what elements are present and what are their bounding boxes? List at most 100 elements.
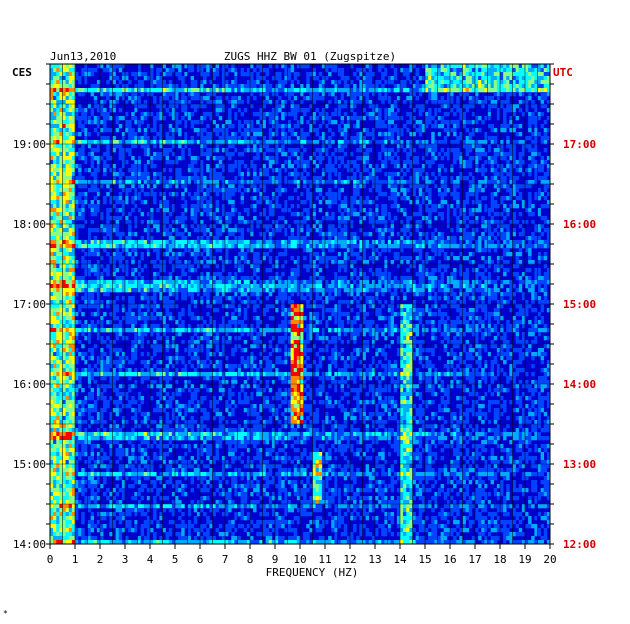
heatmap-cell xyxy=(53,196,57,201)
heatmap-cell xyxy=(343,196,348,201)
heatmap-cell xyxy=(121,268,126,273)
heatmap-cell xyxy=(518,152,523,157)
heatmap-cell xyxy=(237,136,241,141)
heatmap-cell xyxy=(246,144,251,149)
heatmap-cell xyxy=(218,248,223,253)
heatmap-cell xyxy=(356,192,360,197)
heatmap-cell xyxy=(112,64,116,69)
heatmap-cell xyxy=(337,144,341,149)
heatmap-cell xyxy=(184,140,188,145)
heatmap-cell xyxy=(343,268,348,273)
heatmap-cell xyxy=(231,140,235,145)
heatmap-cell xyxy=(121,200,126,205)
heatmap-cell xyxy=(265,240,270,245)
heatmap-cell xyxy=(56,108,60,113)
heatmap-cell xyxy=(462,120,466,125)
heatmap-cell xyxy=(281,164,285,169)
heatmap-cell xyxy=(237,188,241,193)
heatmap-cell xyxy=(465,148,470,153)
heatmap-cell xyxy=(518,248,523,253)
heatmap-cell xyxy=(193,172,198,177)
heatmap-cell xyxy=(159,88,163,93)
heatmap-cell xyxy=(393,124,398,129)
heatmap-cell xyxy=(546,76,551,81)
heatmap-cell xyxy=(500,180,504,185)
heatmap-cell xyxy=(71,240,76,245)
heatmap-cell xyxy=(256,132,260,137)
heatmap-cell xyxy=(240,184,245,189)
heatmap-cell xyxy=(153,136,157,141)
heatmap-cell xyxy=(453,124,457,129)
heatmap-cell xyxy=(540,156,545,161)
heatmap-cell xyxy=(109,128,113,133)
heatmap-cell xyxy=(390,160,395,165)
heatmap-cell xyxy=(446,112,451,117)
heatmap-cell xyxy=(375,184,379,189)
heatmap-cell xyxy=(56,100,60,105)
heatmap-cell xyxy=(278,276,282,281)
heatmap-cell xyxy=(475,276,479,281)
heatmap-cell xyxy=(350,248,354,253)
heatmap-cell xyxy=(434,120,438,125)
heatmap-cell xyxy=(53,268,57,273)
heatmap-cell xyxy=(268,248,273,253)
heatmap-cell xyxy=(318,72,323,77)
heatmap-cell xyxy=(275,200,279,205)
heatmap-cell xyxy=(121,156,126,161)
heatmap-cell xyxy=(106,268,110,273)
heatmap-cell xyxy=(334,120,338,125)
heatmap-cell xyxy=(225,240,229,245)
heatmap-cell xyxy=(331,80,335,85)
heatmap-cell xyxy=(440,148,445,153)
heatmap-cell xyxy=(378,124,382,129)
heatmap-cell xyxy=(500,236,504,241)
heatmap-cell xyxy=(184,216,188,221)
heatmap-cell xyxy=(528,80,532,85)
heatmap-cell xyxy=(128,236,132,241)
heatmap-cell xyxy=(93,248,98,253)
heatmap-cell xyxy=(53,256,57,261)
heatmap-cell xyxy=(490,244,495,249)
heatmap-cell xyxy=(256,120,260,125)
heatmap-cell xyxy=(406,240,410,245)
heatmap-cell xyxy=(387,108,391,113)
heatmap-cell xyxy=(425,124,429,129)
heatmap-cell xyxy=(315,220,320,225)
heatmap-cell xyxy=(450,192,454,197)
heatmap-cell xyxy=(540,232,545,237)
heatmap-cell xyxy=(334,68,338,73)
heatmap-cell xyxy=(140,144,145,149)
heatmap-cell xyxy=(212,176,216,181)
heatmap-cell xyxy=(365,132,370,137)
heatmap-cell xyxy=(100,184,104,189)
heatmap-cell xyxy=(284,88,288,93)
heatmap-cell xyxy=(365,128,370,133)
heatmap-cell xyxy=(112,224,116,229)
heatmap-cell xyxy=(234,132,238,137)
heatmap-cell xyxy=(103,168,107,173)
heatmap-cell xyxy=(262,244,266,249)
heatmap-cell xyxy=(300,224,304,229)
heatmap-cell xyxy=(156,116,160,121)
heatmap-cell xyxy=(321,256,326,261)
heatmap-cell xyxy=(71,224,76,229)
heatmap-cell xyxy=(540,72,545,77)
heatmap-cell xyxy=(68,144,73,149)
heatmap-cell xyxy=(521,220,526,225)
heatmap-cell xyxy=(309,184,313,189)
heatmap-cell xyxy=(134,136,138,141)
heatmap-cell xyxy=(462,140,466,145)
heatmap-cell xyxy=(484,80,488,85)
heatmap-cell xyxy=(256,88,260,93)
heatmap-cell xyxy=(262,112,266,117)
heatmap-cell xyxy=(159,80,163,85)
heatmap-cell xyxy=(56,188,60,193)
heatmap-cell xyxy=(356,76,360,81)
heatmap-cell xyxy=(425,88,429,93)
heatmap-cell xyxy=(453,208,457,213)
heatmap-cell xyxy=(203,204,207,209)
heatmap-cell xyxy=(234,260,238,265)
heatmap-cell xyxy=(103,224,107,229)
heatmap-cell xyxy=(65,96,70,101)
heatmap-cell xyxy=(181,272,185,277)
